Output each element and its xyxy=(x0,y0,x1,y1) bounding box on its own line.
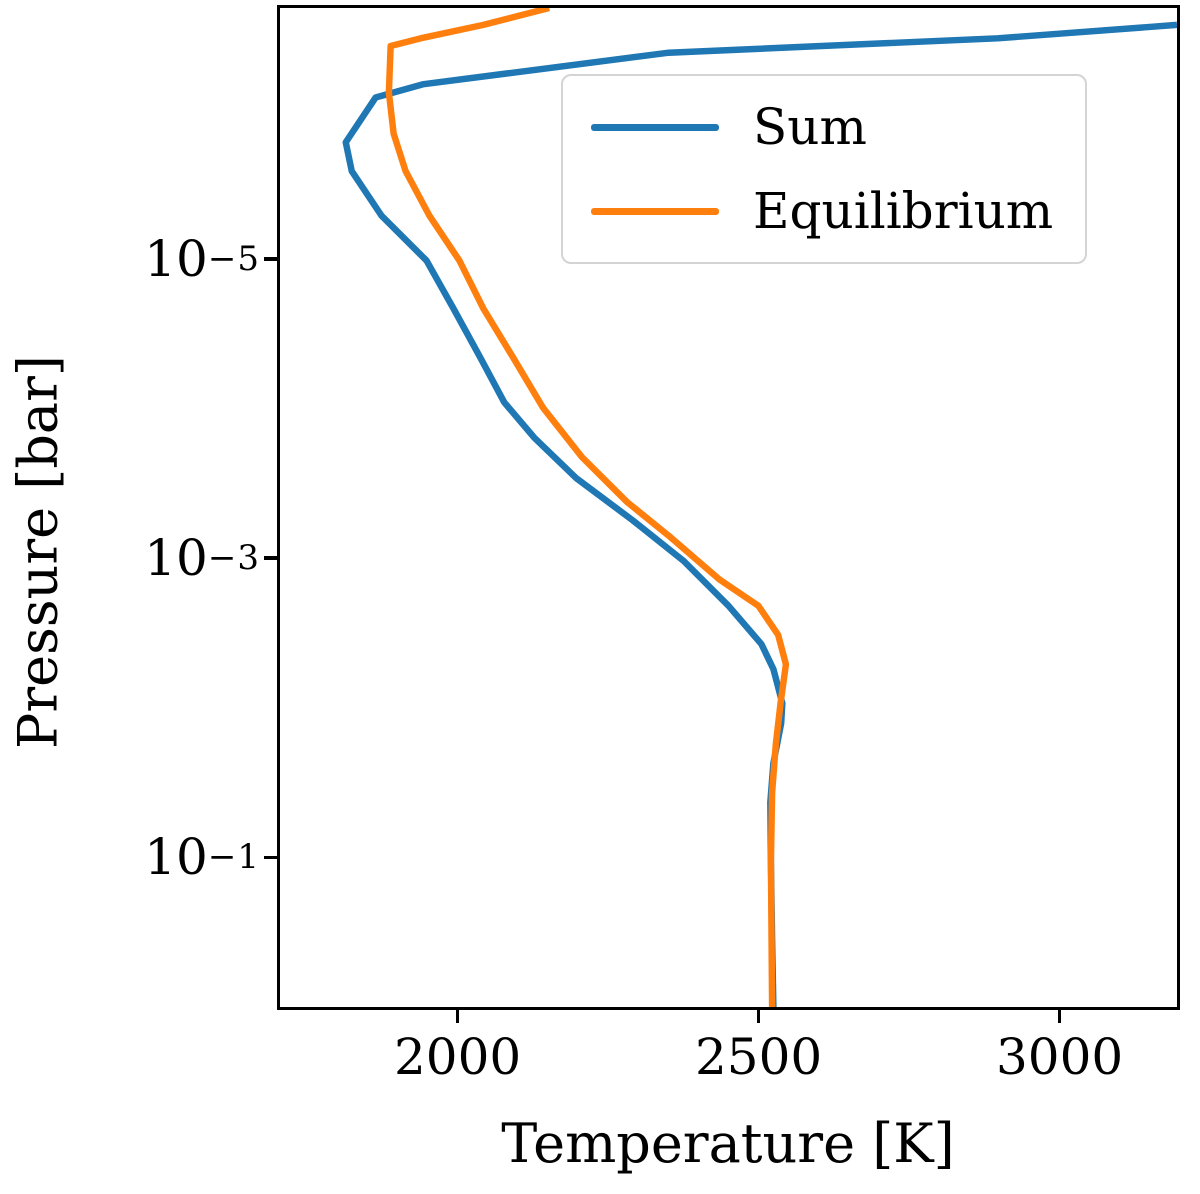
y-tick-label: 10−1 xyxy=(12,832,260,882)
legend-label: Sum xyxy=(753,98,867,156)
x-tick-label: 3000 xyxy=(995,1028,1124,1086)
legend-entry-sum: Sum xyxy=(591,102,1053,152)
y-tick-mark xyxy=(264,556,277,560)
x-tick-mark xyxy=(455,1010,460,1023)
legend-swatch xyxy=(591,207,719,215)
y-tick-base: 10 xyxy=(144,230,208,289)
y-tick-label: 10−5 xyxy=(12,234,260,284)
legend: Sum Equilibrium xyxy=(561,74,1088,264)
legend-label: Equilibrium xyxy=(753,182,1054,240)
y-tick-exponent: −3 xyxy=(207,538,260,579)
x-tick-label: 2500 xyxy=(694,1028,823,1086)
y-tick-base: 10 xyxy=(144,529,208,588)
legend-swatch xyxy=(591,123,719,131)
y-tick-label: 10−3 xyxy=(12,533,260,583)
y-tick-exponent: −1 xyxy=(207,837,260,878)
x-tick-label: 2000 xyxy=(393,1028,522,1086)
x-tick-mark xyxy=(1057,1010,1062,1023)
y-tick-mark xyxy=(264,855,277,860)
series-line-equilibrium xyxy=(385,8,790,1007)
plot-canvas xyxy=(342,8,1177,1007)
x-tick-mark xyxy=(756,1010,761,1023)
x-axis-label: Temperature [K] xyxy=(501,1112,955,1175)
legend-entry-equilibrium: Equilibrium xyxy=(591,186,1053,236)
y-tick-base: 10 xyxy=(144,828,208,887)
y-tick-mark xyxy=(264,257,277,261)
y-tick-exponent: −5 xyxy=(207,239,260,280)
plot-area: Sum Equilibrium xyxy=(277,5,1180,1010)
